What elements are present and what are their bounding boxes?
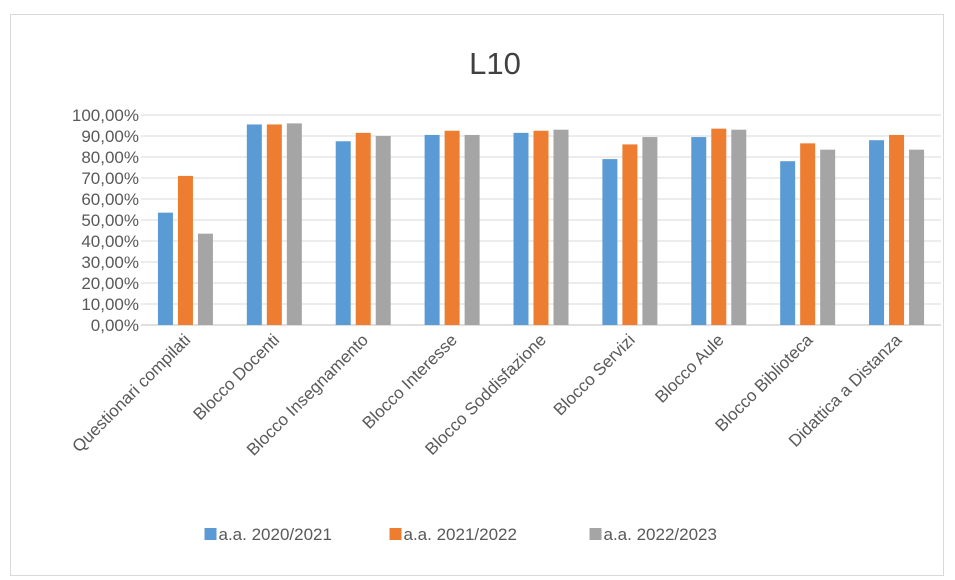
- bars: [157, 123, 925, 326]
- bar: [157, 212, 173, 325]
- x-tick-label: Blocco Biblioteca: [712, 330, 817, 435]
- bar: [513, 132, 529, 325]
- y-tick-label: 40,00%: [81, 232, 139, 251]
- bar: [869, 140, 885, 325]
- bar: [642, 137, 658, 325]
- bar: [375, 136, 391, 325]
- legend: a.a. 2020/2021 a.a. 2021/2022 a.a. 2022/20…: [204, 525, 717, 544]
- legend-swatch: [589, 528, 602, 540]
- legend-item: a.a. 2022/2023: [589, 525, 717, 544]
- y-tick-label: 100,00%: [72, 106, 139, 125]
- x-tick-label: Blocco Servizi: [550, 330, 639, 419]
- x-tick-label: Blocco Docenti: [190, 330, 284, 424]
- legend-item: a.a. 2020/2021: [204, 525, 332, 544]
- bar: [602, 159, 618, 325]
- bar: [780, 161, 796, 325]
- legend-label: a.a. 2021/2022: [404, 525, 517, 544]
- bar: [909, 149, 925, 325]
- bar: [711, 128, 727, 325]
- bar: [197, 233, 213, 325]
- x-tick-label: Blocco Aule: [651, 330, 727, 406]
- y-tick-label: 70,00%: [81, 169, 139, 188]
- bar: [335, 141, 351, 325]
- y-tick-label: 0,00%: [91, 316, 139, 335]
- legend-swatch: [389, 528, 402, 540]
- bar: [177, 175, 193, 325]
- chart-title: L10: [469, 46, 521, 81]
- y-tick-label: 20,00%: [81, 274, 139, 293]
- bar: [691, 137, 707, 325]
- bar: [286, 123, 302, 326]
- y-tick-label: 80,00%: [81, 148, 139, 167]
- bar: [731, 129, 747, 325]
- bar: [355, 132, 371, 325]
- y-tick-label: 10,00%: [81, 295, 139, 314]
- chart-frame: L10 0,00% 10,00% 20,00% 30,00% 40,00% 50,00% 6…: [10, 14, 944, 576]
- x-tick-label: Questionari compilati: [69, 330, 195, 456]
- y-tick-label: 60,00%: [81, 190, 139, 209]
- y-tick-label: 50,00%: [81, 211, 139, 230]
- bar: [553, 129, 569, 325]
- bar: [464, 134, 480, 325]
- y-tick-label: 90,00%: [81, 127, 139, 146]
- bar: [266, 124, 282, 325]
- legend-item: a.a. 2021/2022: [389, 525, 517, 544]
- y-axis: 0,00% 10,00% 20,00% 30,00% 40,00% 50,00% 60,00…: [72, 106, 139, 335]
- legend-label: a.a. 2020/2021: [219, 525, 332, 544]
- bar: [800, 143, 816, 325]
- bar-chart: L10 0,00% 10,00% 20,00% 30,00% 40,00% 50,00% 6…: [69, 46, 941, 544]
- bar: [424, 134, 440, 325]
- bar: [246, 124, 262, 325]
- x-tick-label: Blocco Interesse: [359, 330, 461, 432]
- bar: [622, 144, 638, 325]
- bar: [533, 130, 549, 325]
- y-tick-label: 30,00%: [81, 253, 139, 272]
- bar: [820, 149, 836, 325]
- legend-label: a.a. 2022/2023: [604, 525, 717, 544]
- bar: [444, 130, 460, 325]
- bar: [889, 134, 905, 325]
- legend-swatch: [204, 528, 217, 540]
